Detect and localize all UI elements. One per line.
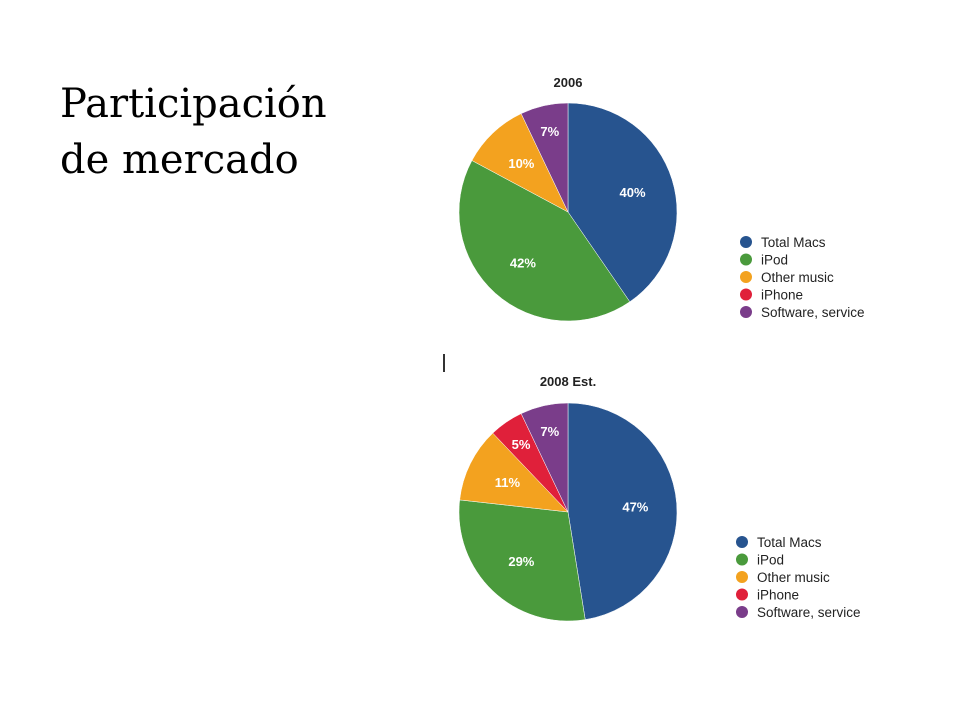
pie-slice-software-service	[520, 102, 569, 213]
pie-slice-ipod	[458, 160, 631, 322]
slice-data-label: 7%	[540, 124, 559, 139]
chart-legend: Total Macs iPod Other music iPhone Software,…	[736, 535, 861, 620]
pie-slice-ipod	[458, 499, 586, 622]
slide-title-line-2: de mercado	[60, 137, 299, 183]
slide-title-line-1: Participación	[60, 81, 327, 127]
pie-slice-total-macs	[567, 102, 678, 303]
legend-swatch-ipod	[740, 253, 752, 266]
legend-label: iPod	[761, 253, 788, 268]
slice-data-label: 40%	[620, 185, 646, 200]
legend-swatch-iphone	[740, 288, 752, 301]
legend-swatch-software-service	[736, 606, 748, 618]
slice-data-label: 29%	[508, 554, 534, 569]
legend-label: Total Macs	[757, 535, 822, 550]
separator-mark	[443, 354, 445, 372]
legend-label: Other music	[757, 570, 830, 585]
legend-swatch-software-service	[740, 306, 752, 318]
slice-data-label: 10%	[508, 156, 534, 171]
legend-label: Other music	[761, 270, 834, 285]
legend-swatch-iphone	[736, 588, 748, 601]
market-share-figure: 2006 40% 42% 10% 7% Total Macs iPod Other music…	[440, 60, 920, 660]
legend-label: iPhone	[757, 588, 799, 603]
slide-title: Participación de mercado	[60, 76, 400, 188]
legend-label: Software, service	[757, 605, 861, 620]
pie-chart-2008: 2008 Est. 47% 29% 11% 5% 7% Total Macs iPod Othe…	[458, 374, 861, 622]
legend-swatch-ipod	[736, 553, 748, 566]
legend-label: iPhone	[761, 288, 803, 303]
legend-label: Total Macs	[761, 235, 826, 250]
pie-slice-other-music	[459, 432, 569, 513]
slice-data-label: 7%	[540, 424, 559, 439]
legend-swatch-other-music	[736, 571, 748, 583]
legend-label: iPod	[757, 553, 784, 568]
legend-label: Software, service	[761, 305, 865, 320]
pie-chart-2006: 2006 40% 42% 10% 7% Total Macs iPod Other music…	[458, 75, 865, 322]
slice-data-label: 5%	[512, 437, 531, 452]
legend-swatch-total-macs	[736, 536, 748, 548]
legend-swatch-total-macs	[740, 236, 752, 248]
slice-data-label: 47%	[622, 500, 648, 515]
slice-data-label: 11%	[495, 475, 521, 490]
chart-title: 2008 Est.	[540, 374, 596, 389]
slice-data-label: 42%	[510, 255, 536, 270]
pie-slice-software-service	[520, 402, 569, 513]
legend-swatch-other-music	[740, 271, 752, 283]
pie-slice-total-macs	[567, 402, 678, 620]
chart-legend: Total Macs iPod Other music iPhone Software,…	[740, 235, 865, 320]
chart-title: 2006	[554, 75, 583, 90]
